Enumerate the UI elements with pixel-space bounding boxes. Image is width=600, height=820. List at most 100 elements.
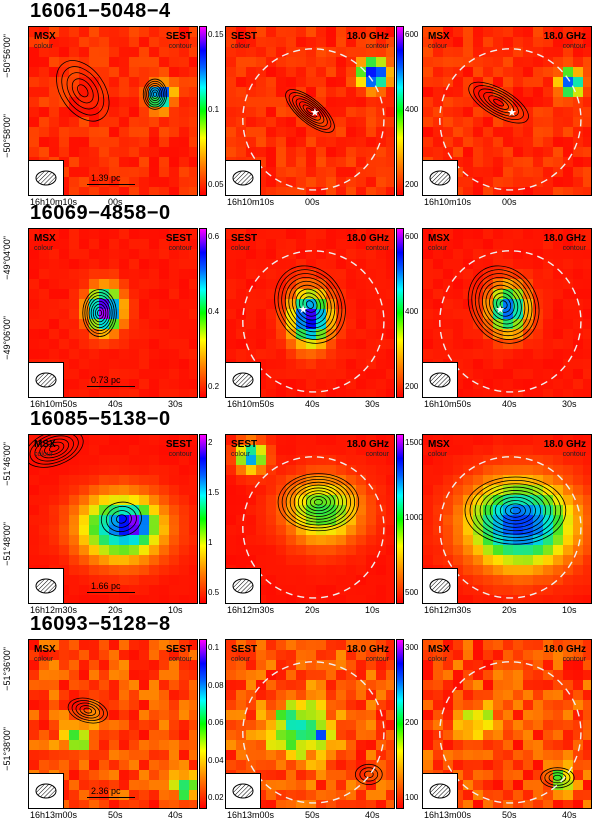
map-pixel	[503, 289, 513, 299]
map-pixel	[236, 269, 246, 279]
map-pixel	[59, 187, 69, 195]
panel-contour-sublabel: contour	[562, 43, 586, 50]
map-pixel	[296, 670, 306, 680]
map-pixel	[286, 790, 296, 800]
map-pixel	[366, 269, 376, 279]
map-pixel	[139, 229, 149, 239]
map-pixel	[179, 147, 189, 157]
map-pixel	[443, 690, 453, 700]
map-pixel	[563, 339, 573, 349]
map-pixel	[583, 800, 591, 808]
map-pixel	[296, 67, 306, 77]
map-pixel	[119, 87, 129, 97]
map-pixel	[346, 239, 356, 249]
map-pixel	[376, 505, 386, 515]
map-pixel	[386, 147, 394, 157]
map-pixel	[189, 760, 197, 770]
map-pixel	[513, 555, 523, 565]
map-pixel	[139, 369, 149, 379]
map-pixel	[29, 760, 39, 770]
map-pixel	[266, 525, 276, 535]
map-pixel	[463, 319, 473, 329]
map-pixel	[453, 690, 463, 700]
map-pixel	[139, 545, 149, 555]
map-pixel	[453, 435, 463, 445]
map-pixel	[129, 37, 139, 47]
map-pixel	[543, 465, 553, 475]
map-pixel	[59, 565, 69, 575]
map-pixel	[59, 740, 69, 750]
map-pixel	[226, 259, 236, 269]
map-pixel	[139, 535, 149, 545]
map-pixel	[346, 349, 356, 359]
map-pixel	[89, 575, 99, 585]
contour-line	[474, 483, 557, 538]
map-pixel	[276, 435, 286, 445]
map-pixel	[89, 309, 99, 319]
map-pixel	[29, 67, 39, 77]
map-pixel	[346, 107, 356, 117]
map-pixel	[129, 249, 139, 259]
map-pixel	[276, 249, 286, 259]
map-pixel	[256, 455, 266, 465]
x-tick-label: 16h12m30s	[227, 605, 275, 615]
map-pixel	[99, 650, 109, 660]
map-pixel	[473, 259, 483, 269]
map-pixel	[573, 730, 583, 740]
map-pixel	[29, 660, 39, 670]
map-pixel	[99, 329, 109, 339]
map-pixel	[563, 750, 573, 760]
map-pixel	[483, 780, 493, 790]
colour-bar-tick: 200	[405, 382, 419, 391]
map-pixel	[256, 147, 266, 157]
map-pixel	[89, 339, 99, 349]
map-pixel	[473, 445, 483, 455]
map-pixel	[386, 525, 394, 535]
map-pixel	[443, 475, 453, 485]
map-pixel	[246, 545, 256, 555]
map-pixel	[139, 435, 149, 445]
map-pixel	[99, 239, 109, 249]
map-pixel	[266, 595, 276, 603]
map-pixel	[179, 720, 189, 730]
map-pixel	[189, 720, 197, 730]
map-pixel	[563, 289, 573, 299]
map-pixel	[483, 555, 493, 565]
map-pixel	[149, 279, 159, 289]
x-tick-label: 16h10m10s	[424, 197, 472, 207]
x-tick-label: 00s	[502, 197, 517, 207]
map-pixel	[99, 359, 109, 369]
map-pixel	[149, 67, 159, 77]
map-pixel	[433, 279, 443, 289]
map-pixel	[553, 535, 563, 545]
contour-line	[79, 705, 97, 716]
colour-bar	[199, 228, 207, 398]
map-pixel	[276, 37, 286, 47]
map-pixel	[463, 740, 473, 750]
map-pixel	[246, 730, 256, 740]
map-pixel	[256, 369, 266, 379]
map-pixel	[573, 545, 583, 555]
map-pixel	[473, 505, 483, 515]
map-pixel	[553, 319, 563, 329]
map-pixel	[169, 97, 179, 107]
map-pixel	[433, 77, 443, 87]
map-pixel	[453, 127, 463, 137]
map-pixel	[129, 157, 139, 167]
map-pixel	[119, 339, 129, 349]
map-pixel	[129, 770, 139, 780]
map-pixel	[89, 87, 99, 97]
map-pixel	[473, 229, 483, 239]
beam-ellipse-icon	[232, 372, 254, 388]
map-pixel	[463, 67, 473, 77]
map-pixel	[336, 660, 346, 670]
map-pixel	[366, 640, 376, 650]
map-pixel	[149, 750, 159, 760]
map-pixel	[463, 27, 473, 37]
map-pixel	[336, 37, 346, 47]
map-pixel	[169, 67, 179, 77]
map-pixel	[473, 660, 483, 670]
map-pixel	[386, 565, 394, 575]
contour-line	[146, 82, 164, 106]
map-pixel	[49, 289, 59, 299]
